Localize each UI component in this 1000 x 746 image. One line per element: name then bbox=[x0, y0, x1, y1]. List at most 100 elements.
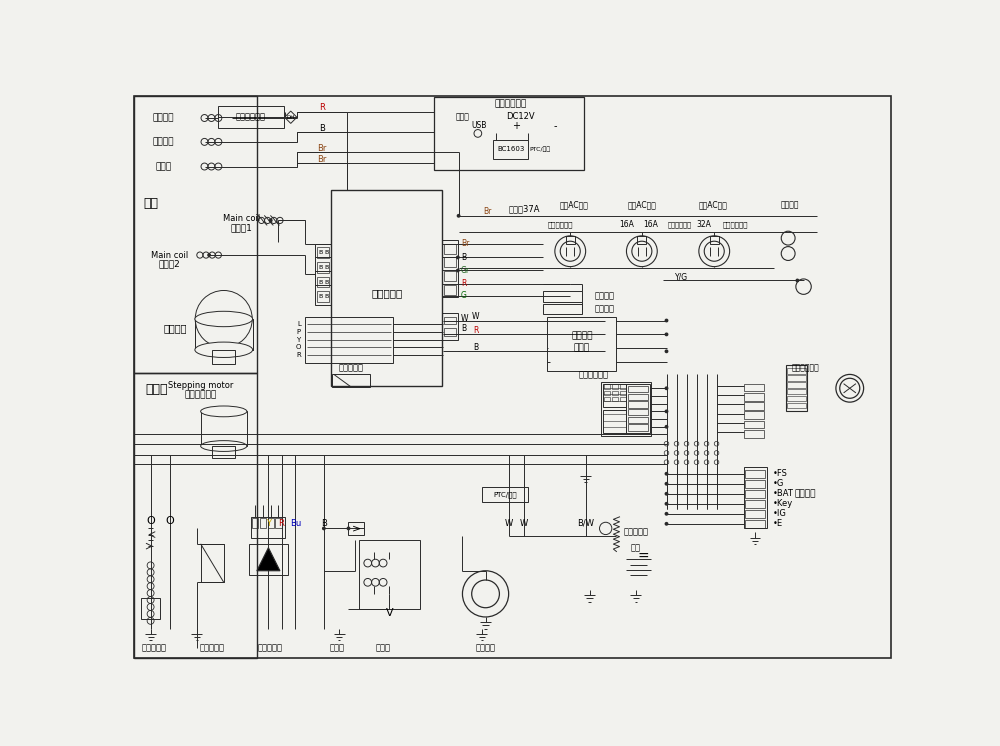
Circle shape bbox=[457, 214, 461, 218]
Text: 点火器: 点火器 bbox=[376, 643, 391, 652]
Circle shape bbox=[456, 269, 460, 272]
Text: 主绕组1: 主绕组1 bbox=[231, 224, 252, 233]
Bar bbox=[744, 467, 767, 528]
Text: 断路器37A: 断路器37A bbox=[508, 204, 540, 213]
Text: PTC/热敏: PTC/热敏 bbox=[493, 491, 517, 498]
Bar bbox=[620, 384, 626, 389]
Text: B: B bbox=[473, 343, 478, 352]
Text: P: P bbox=[297, 329, 301, 335]
Text: >: > bbox=[352, 524, 361, 533]
Text: DH: DH bbox=[287, 115, 295, 120]
Bar bbox=[331, 189, 442, 386]
Text: W: W bbox=[472, 312, 479, 322]
Bar bbox=[745, 510, 765, 518]
Text: B: B bbox=[321, 518, 327, 527]
Ellipse shape bbox=[195, 311, 253, 327]
Text: 第一热保护器: 第一热保护器 bbox=[494, 99, 526, 108]
Text: R: R bbox=[319, 104, 325, 113]
Circle shape bbox=[665, 333, 668, 336]
Text: 第一AC插座: 第一AC插座 bbox=[560, 201, 589, 210]
Text: 就热保: 就热保 bbox=[456, 112, 469, 121]
Bar bbox=[317, 291, 329, 302]
Text: R: R bbox=[279, 518, 284, 527]
Text: O: O bbox=[165, 515, 174, 526]
Bar bbox=[744, 383, 764, 392]
Bar bbox=[348, 522, 364, 535]
Text: 多功能显: 多功能显 bbox=[571, 331, 593, 340]
Circle shape bbox=[665, 482, 668, 486]
Text: 第二热保护器: 第二热保护器 bbox=[547, 221, 573, 228]
Text: 风门步进电机: 风门步进电机 bbox=[185, 391, 217, 400]
Text: BC1603: BC1603 bbox=[497, 145, 525, 151]
Bar bbox=[434, 97, 584, 170]
Polygon shape bbox=[257, 548, 280, 571]
Circle shape bbox=[665, 319, 668, 322]
Bar bbox=[744, 430, 764, 438]
Circle shape bbox=[665, 471, 668, 476]
Bar bbox=[628, 386, 648, 392]
Bar bbox=[710, 236, 719, 243]
Circle shape bbox=[665, 410, 668, 413]
Text: -: - bbox=[553, 122, 557, 131]
Text: 32A: 32A bbox=[696, 220, 711, 229]
Circle shape bbox=[665, 386, 668, 390]
Circle shape bbox=[207, 253, 211, 257]
Bar bbox=[249, 544, 288, 574]
Text: •IG: •IG bbox=[773, 510, 787, 518]
Text: 第二AC插座: 第二AC插座 bbox=[627, 201, 656, 210]
Text: R: R bbox=[296, 352, 301, 358]
Bar bbox=[744, 411, 764, 419]
Bar bbox=[444, 257, 456, 267]
Bar bbox=[251, 517, 285, 539]
Bar bbox=[745, 520, 765, 527]
Text: 第三AC插座: 第三AC插座 bbox=[698, 201, 727, 210]
Bar bbox=[786, 366, 807, 411]
Circle shape bbox=[665, 512, 668, 515]
Bar bbox=[612, 397, 618, 401]
Text: 直流绕组: 直流绕组 bbox=[153, 113, 174, 122]
Bar bbox=[493, 140, 528, 159]
Text: B: B bbox=[318, 250, 323, 255]
Text: O: O bbox=[146, 515, 155, 526]
Bar bbox=[637, 236, 646, 243]
Text: B: B bbox=[325, 250, 329, 255]
Bar bbox=[315, 243, 331, 305]
Bar bbox=[604, 384, 610, 389]
Text: W: W bbox=[461, 314, 468, 323]
Text: 调压整流模块: 调压整流模块 bbox=[236, 113, 266, 122]
Text: •G: •G bbox=[773, 479, 784, 489]
Text: Y: Y bbox=[296, 336, 301, 342]
Bar bbox=[620, 391, 626, 395]
Bar bbox=[628, 409, 648, 416]
Circle shape bbox=[665, 522, 668, 526]
Bar bbox=[317, 277, 329, 287]
Bar bbox=[482, 487, 528, 502]
Circle shape bbox=[269, 219, 273, 222]
Bar bbox=[543, 304, 582, 314]
Text: Y: Y bbox=[266, 518, 271, 527]
Bar bbox=[444, 243, 456, 254]
Text: 机油传感器: 机油传感器 bbox=[200, 643, 225, 652]
Bar bbox=[218, 107, 284, 128]
Text: =: = bbox=[638, 550, 649, 564]
Text: 无线遥控模块: 无线遥控模块 bbox=[578, 370, 608, 379]
Bar bbox=[268, 518, 274, 527]
Bar bbox=[787, 369, 806, 374]
Text: 主绕组2: 主绕组2 bbox=[159, 260, 181, 269]
Ellipse shape bbox=[195, 342, 253, 357]
Bar bbox=[201, 411, 247, 446]
Text: B: B bbox=[461, 324, 466, 333]
Bar bbox=[134, 95, 257, 373]
Bar bbox=[787, 389, 806, 395]
Text: •FS: •FS bbox=[773, 469, 788, 478]
Text: B/W: B/W bbox=[577, 518, 594, 527]
Text: 燃油电磁阀: 燃油电磁阀 bbox=[142, 643, 167, 652]
Text: •Key: •Key bbox=[773, 499, 793, 508]
Circle shape bbox=[195, 290, 252, 348]
Circle shape bbox=[665, 425, 668, 429]
Text: 逆变控制器: 逆变控制器 bbox=[371, 289, 403, 298]
Text: 第三热保护器: 第三热保护器 bbox=[723, 221, 749, 228]
Bar bbox=[612, 391, 618, 395]
Circle shape bbox=[347, 527, 350, 530]
Text: B: B bbox=[325, 294, 329, 299]
